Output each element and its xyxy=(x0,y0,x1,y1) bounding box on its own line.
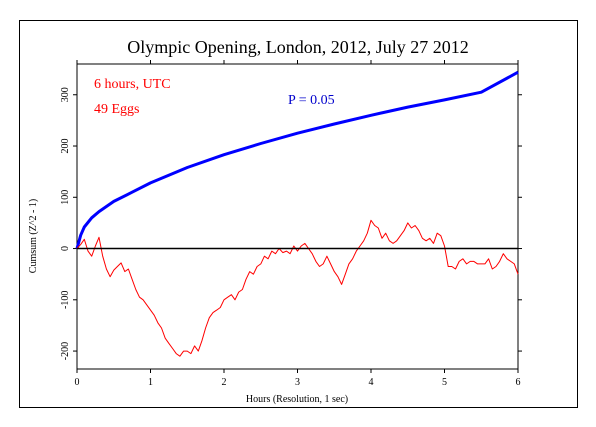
x-tick-label: 6 xyxy=(516,377,521,388)
x-tick-label: 4 xyxy=(369,377,374,388)
duration-annotation: 6 hours, UTC xyxy=(94,77,171,92)
p-value-annotation: P = 0.05 xyxy=(288,93,335,108)
x-tick-label: 3 xyxy=(295,377,300,388)
cumulative-deviation-line xyxy=(76,219,519,357)
y-tick-label: 0 xyxy=(60,246,71,251)
chart-svg: Olympic Opening, London, 2012, July 27 2… xyxy=(28,37,522,405)
y-axis-label: Cumsum (Z^2 - 1) xyxy=(28,199,39,273)
x-tick-label: 1 xyxy=(148,377,153,388)
eggs-annotation: 49 Eggs xyxy=(94,102,140,117)
chart-frame: Olympic Opening, London, 2012, July 27 2… xyxy=(19,20,578,408)
y-tick-label: -200 xyxy=(60,342,71,360)
x-tick-label: 2 xyxy=(222,377,227,388)
y-tick-label: 200 xyxy=(60,139,71,154)
plot-border xyxy=(76,63,519,370)
probability-envelope-line xyxy=(75,70,519,249)
y-tick-label: 100 xyxy=(60,190,71,205)
chart-title: Olympic Opening, London, 2012, July 27 2… xyxy=(127,37,468,57)
x-axis-label: Hours (Resolution, 1 sec) xyxy=(246,394,348,405)
y-tick-label: 300 xyxy=(60,87,71,102)
x-tick-label: 5 xyxy=(442,377,447,388)
y-tick-label: -100 xyxy=(60,291,71,309)
plot-area: 0 1 2 3 4 5 6 -200 -100 0 100 200 300 xyxy=(60,60,522,388)
x-tick-label: 0 xyxy=(75,377,80,388)
